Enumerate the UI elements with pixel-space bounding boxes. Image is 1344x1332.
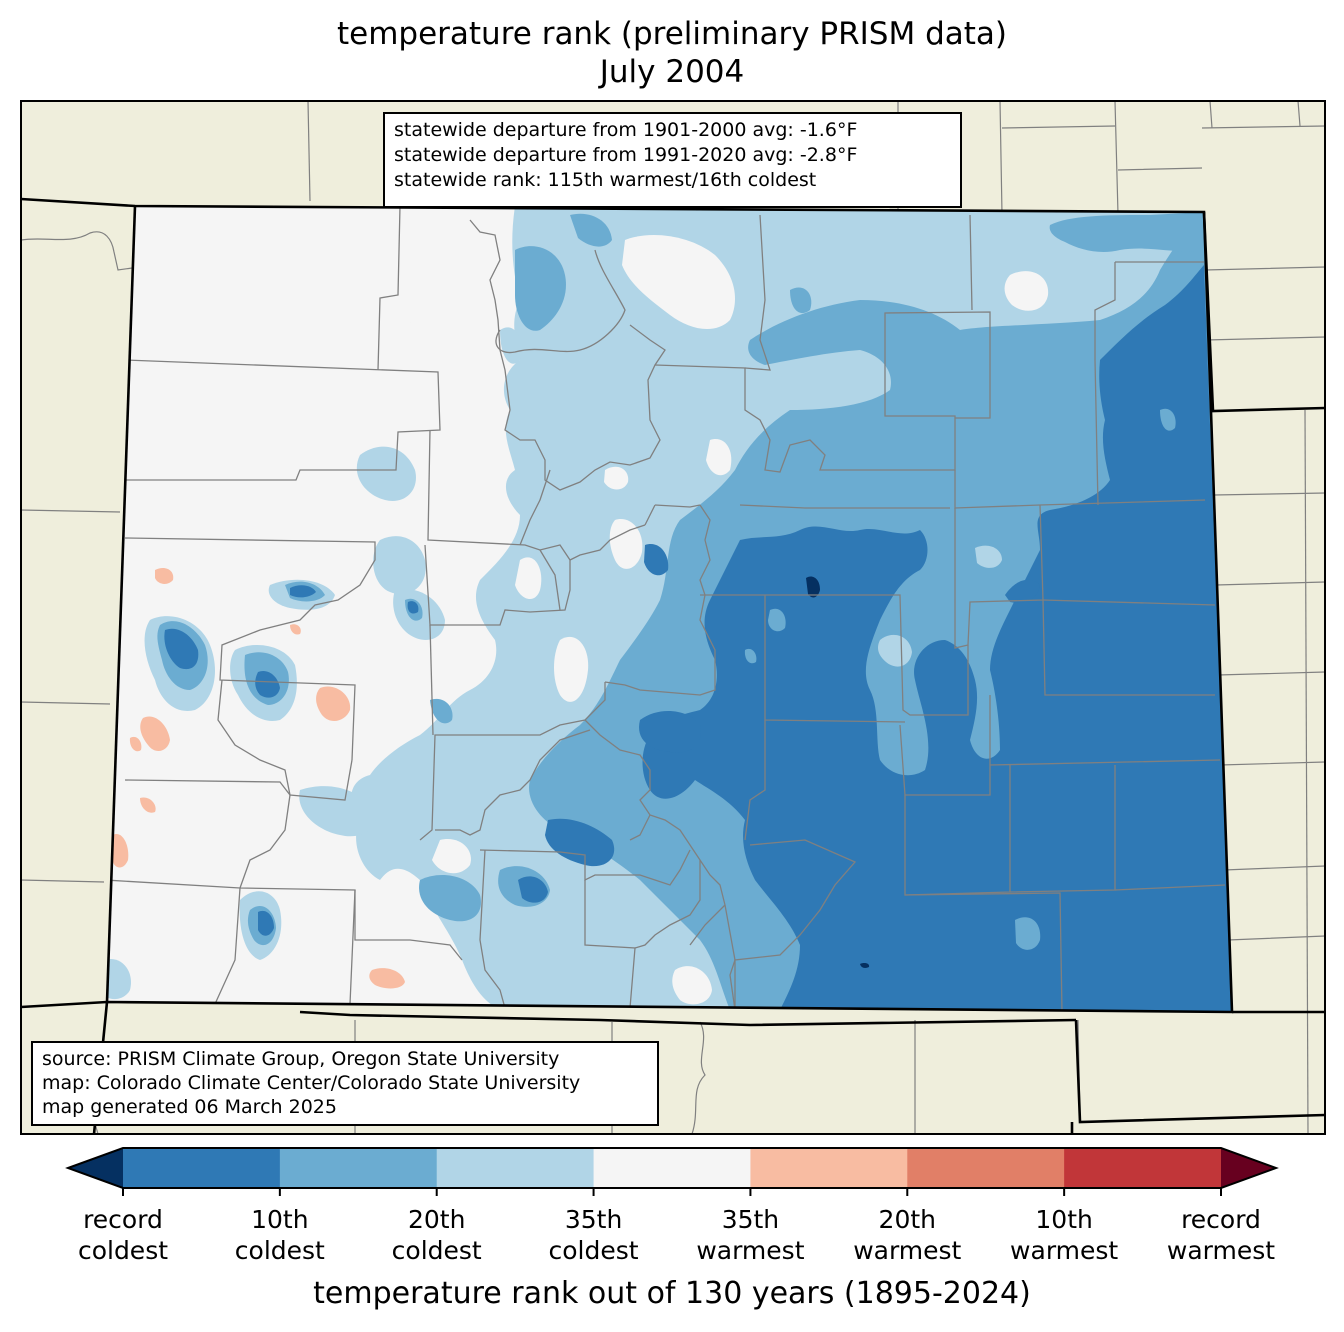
tick-label-line2: coldest [234,1236,325,1265]
source-line: source: PRISM Climate Group, Oregon Stat… [42,1048,560,1070]
colorbar-tick-label: record warmest [1131,1204,1311,1266]
light-blue-islands [878,545,1002,667]
statewide-rank: statewide rank: 115th warmest/16th colde… [394,169,817,191]
colorbar-tick-label: 35th coldest [504,1204,684,1266]
departure-1991-2020: statewide departure from 1991-2020 avg: … [394,144,858,166]
tick-label-line2: coldest [77,1236,169,1265]
tick-label-line2: coldest [548,1236,639,1265]
warm-spots [110,568,405,989]
tick-label-line2: warmest [1010,1236,1119,1265]
source-box: source: PRISM Climate Group, Oregon Stat… [31,1041,659,1126]
colorbar-above-extension [1221,1148,1276,1188]
county-lines [107,206,1226,1012]
tick-label-line1: 10th [1035,1205,1093,1234]
colorbar-bin-6 [907,1148,1065,1188]
generated-date-line: map generated 06 March 2025 [42,1096,337,1118]
tick-label-line1: record [83,1205,163,1234]
colorbar-bin-3 [436,1148,595,1188]
colorbar-bin-1 [123,1148,281,1188]
colorbar-tick-label: 35th warmest [660,1204,840,1266]
near-normal-patches [378,235,1049,1005]
colorbar [65,1147,1279,1196]
colorbar-bin-2 [279,1148,438,1188]
colorbar-below-extension [68,1148,123,1188]
map-title: temperature rank (preliminary PRISM data… [336,16,1007,52]
tick-label-line1: 10th [251,1205,309,1234]
colorbar-tick-label: 10th warmest [974,1204,1154,1266]
record-coldest-spots [806,576,870,968]
map-credit-line: map: Colorado Climate Center/Colorado St… [42,1072,581,1094]
tick-label-line2: warmest [1166,1236,1276,1265]
colorbar-tick-label: 20th warmest [817,1204,997,1266]
tick-label-line1: 35th [564,1205,623,1234]
colorbar-label: temperature rank out of 130 years (1895-… [313,1276,1031,1311]
colorbar-tick-label: record coldest [33,1204,213,1266]
rank-contours [107,206,1232,1012]
colorbar-bin-4 [593,1148,751,1188]
map-frame [20,100,1326,1135]
dark-blue-region [164,265,1232,1012]
colorbar-tick-label: 20th coldest [347,1204,527,1266]
tick-label-line2: warmest [696,1236,805,1265]
tick-label-line1: record [1181,1205,1261,1234]
colorbar-tick-label: 10th coldest [190,1204,370,1266]
tick-label-line1: 20th [407,1205,466,1234]
tick-label-line1: 20th [878,1205,937,1234]
tick-label-line2: warmest [853,1236,962,1265]
map-subtitle: July 2004 [599,54,745,90]
tick-label-line2: coldest [391,1236,482,1265]
statewide-stats-box: statewide departure from 1901-2000 avg: … [383,112,962,208]
tick-label-line1: 35th [721,1205,780,1234]
colorbar-bin-5 [750,1148,908,1188]
colorbar-bin-7 [1064,1148,1222,1188]
departure-1901-2000: statewide departure from 1901-2000 avg: … [394,119,858,141]
